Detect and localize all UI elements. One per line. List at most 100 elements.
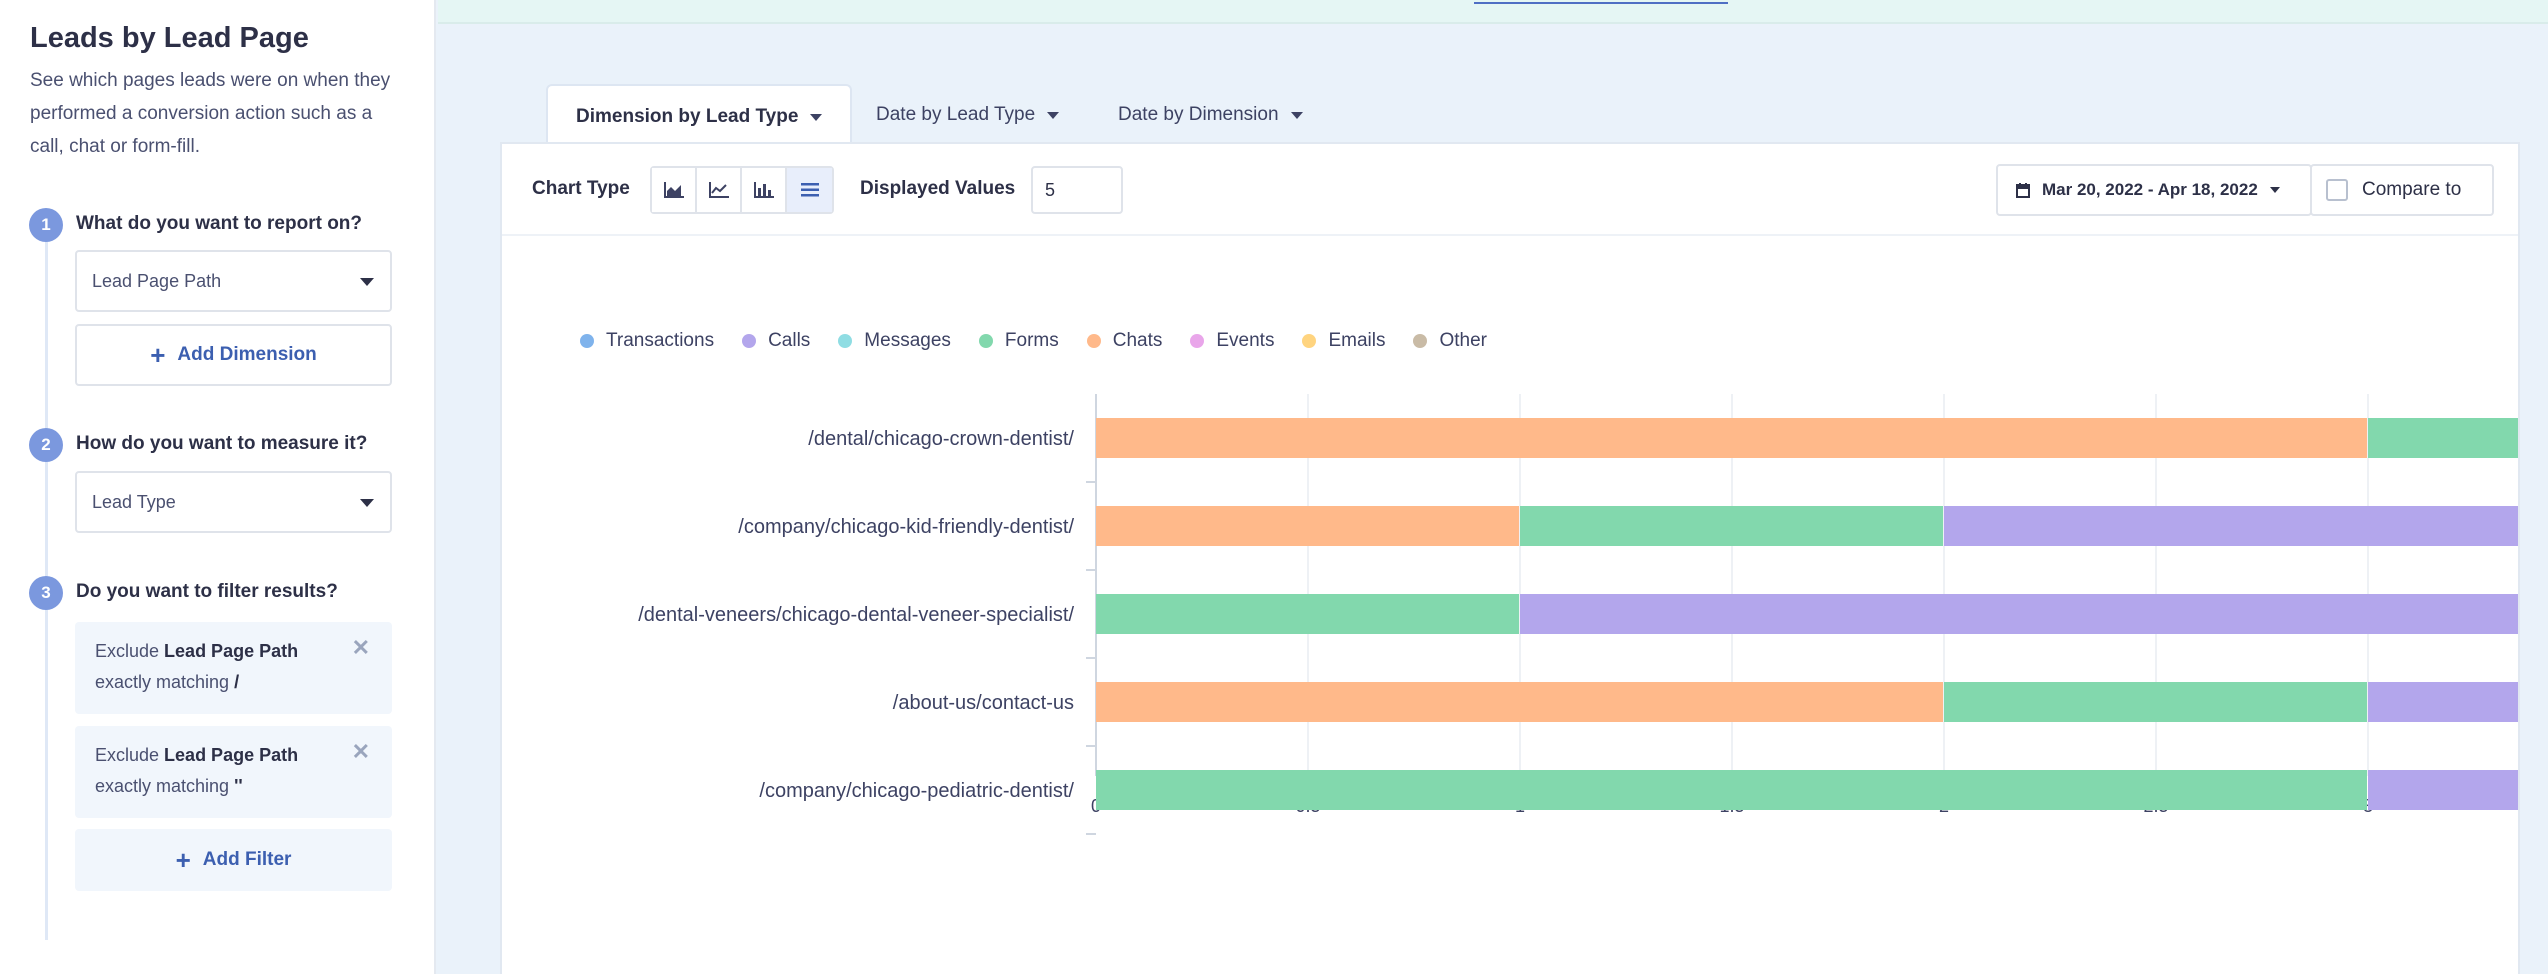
legend-item-forms[interactable]: Forms	[978, 330, 1059, 352]
chart-toolbar: Chart Type Displayed Values 5 Mar 20, 20…	[502, 144, 2518, 236]
bar-segment-chats[interactable]	[1096, 418, 2367, 458]
legend-dot	[580, 334, 594, 348]
date-range-picker[interactable]: Mar 20, 2022 - Apr 18, 2022	[1996, 164, 2312, 216]
dimension-select[interactable]: Lead Page Path	[75, 250, 392, 312]
legend-item-messages[interactable]: Messages	[838, 330, 951, 352]
filter-value: ''	[234, 776, 243, 796]
bar-segment-chats[interactable]	[1096, 682, 1943, 722]
legend-label: Emails	[1328, 330, 1386, 351]
stacked-bar-chart: 00.511.522.533.544.555.566.5/dental/chic…	[638, 394, 2518, 835]
filter-card: Exclude Lead Page Path exactly matching …	[75, 726, 392, 818]
step-3-label: Do you want to filter results?	[76, 581, 338, 602]
category-label: /dental/chicago-crown-dentist/	[808, 428, 1074, 450]
compare-label: Compare to	[2362, 179, 2462, 200]
report-builder-sidebar: Leads by Lead Page See which pages leads…	[0, 0, 436, 974]
compare-to-toggle[interactable]: Compare to	[2310, 164, 2494, 216]
measure-select-value: Lead Type	[92, 492, 176, 512]
bar-segment-forms[interactable]	[2368, 418, 2518, 458]
caret-down-icon	[1290, 111, 1303, 119]
caret-down-icon	[360, 278, 374, 286]
legend-dot	[1190, 334, 1205, 348]
bar-segment-forms[interactable]	[1096, 770, 2367, 810]
legend-dot	[1413, 334, 1428, 348]
chart-type-label: Chart Type	[532, 178, 630, 199]
legend-dot	[1086, 334, 1101, 348]
bar-segment-calls[interactable]	[2368, 770, 2518, 810]
tab-label: Dimension by Lead Type	[576, 106, 799, 127]
filter-card: Exclude Lead Page Path exactly matching …	[75, 622, 392, 714]
bar-segment-calls[interactable]	[1520, 594, 2518, 634]
caret-down-icon	[360, 499, 374, 507]
legend-item-other[interactable]: Other	[1413, 330, 1487, 352]
filter-prefix: Exclude	[95, 745, 165, 765]
tab-label: Date by Lead Type	[876, 104, 1036, 125]
legend-item-events[interactable]: Events	[1190, 330, 1274, 352]
area-chart-icon[interactable]	[652, 168, 697, 212]
caret-down-icon	[1047, 111, 1060, 119]
filter-field: Lead Page Path	[164, 641, 299, 661]
report-description: See which pages leads were on when they …	[30, 70, 391, 157]
chart-panel: Chart Type Displayed Values 5 Mar 20, 20…	[500, 142, 2520, 974]
tab-dimension-by-lead-type[interactable]: Dimension by Lead Type	[546, 84, 853, 148]
add-filter-label: Add Filter	[202, 849, 292, 870]
add-dimension-label: Add Dimension	[177, 344, 317, 365]
add-dimension-button[interactable]: + Add Dimension	[75, 324, 392, 386]
filter-prefix: Exclude	[95, 641, 165, 661]
top-banner	[438, 0, 2548, 24]
legend-label: Events	[1216, 330, 1275, 351]
chart-type-switcher	[650, 166, 834, 214]
add-filter-button[interactable]: + Add Filter	[75, 829, 392, 891]
legend-label: Chats	[1112, 330, 1163, 351]
tab-date-by-lead-type[interactable]: Date by Lead Type	[848, 84, 1087, 146]
legend-item-calls[interactable]: Calls	[742, 330, 810, 352]
step-2-label: How do you want to measure it?	[76, 433, 368, 454]
legend-label: Forms	[1004, 330, 1059, 351]
category-label: /dental-veneers/chicago-dental-veneer-sp…	[638, 604, 1074, 626]
date-range-value: Mar 20, 2022 - Apr 18, 2022	[2042, 180, 2258, 199]
banner-link[interactable]	[1474, 0, 1728, 4]
column-chart-icon[interactable]	[742, 168, 787, 212]
legend-label: Calls	[768, 330, 811, 351]
plus-icon: +	[175, 845, 191, 875]
legend-item-chats[interactable]: Chats	[1086, 330, 1163, 352]
bar-chart-icon[interactable]	[787, 168, 832, 212]
report-title: Leads by Lead Page	[30, 22, 309, 54]
step-1-label: What do you want to report on?	[76, 213, 363, 234]
legend-item-transactions[interactable]: Transactions	[580, 330, 714, 352]
remove-filter-icon[interactable]: ✕	[351, 739, 370, 764]
chart-legend: Transactions Calls Messages Forms Chats …	[580, 330, 1515, 352]
legend-dot	[838, 334, 853, 348]
measure-select[interactable]: Lead Type	[75, 471, 392, 533]
legend-item-emails[interactable]: Emails	[1302, 330, 1385, 352]
remove-filter-icon[interactable]: ✕	[351, 635, 370, 660]
step-1-badge: 1	[29, 208, 63, 242]
bar-segment-forms[interactable]	[1944, 682, 2367, 722]
legend-label: Other	[1439, 330, 1488, 351]
filter-operator: exactly matching	[95, 776, 235, 796]
bar-segment-forms[interactable]	[1520, 506, 1943, 546]
dimension-select-value: Lead Page Path	[92, 271, 222, 291]
legend-dot	[1302, 334, 1317, 348]
filter-operator: exactly matching	[95, 672, 235, 692]
tab-label: Date by Dimension	[1118, 104, 1279, 125]
category-label: /about-us/contact-us	[893, 692, 1074, 714]
bar-segment-chats[interactable]	[1096, 506, 1519, 546]
plus-icon: +	[150, 340, 166, 370]
calendar-icon	[2016, 182, 2030, 198]
tab-date-by-dimension[interactable]: Date by Dimension	[1090, 84, 1331, 146]
filter-field: Lead Page Path	[164, 745, 299, 765]
legend-dot	[742, 334, 757, 348]
caret-down-icon	[810, 113, 823, 121]
line-chart-icon[interactable]	[697, 168, 742, 212]
legend-dot	[978, 334, 993, 348]
displayed-values-input[interactable]: 5	[1031, 166, 1123, 214]
legend-label: Messages	[864, 330, 951, 351]
step-2-badge: 2	[29, 428, 63, 462]
compare-checkbox[interactable]	[2326, 179, 2348, 201]
bar-segment-calls[interactable]	[1944, 506, 2518, 546]
step-3-badge: 3	[29, 576, 63, 610]
legend-label: Transactions	[606, 330, 715, 351]
bar-segment-calls[interactable]	[2368, 682, 2518, 722]
bar-segment-forms[interactable]	[1096, 594, 1519, 634]
category-label: /company/chicago-kid-friendly-dentist/	[738, 516, 1074, 538]
